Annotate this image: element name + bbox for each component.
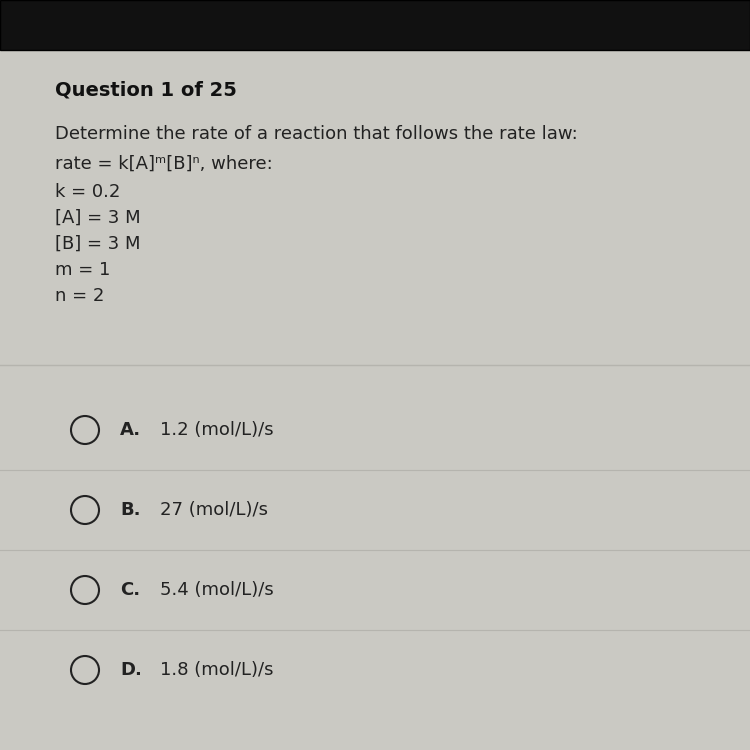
- Text: 27 (mol/L)/s: 27 (mol/L)/s: [160, 501, 268, 519]
- FancyBboxPatch shape: [0, 0, 750, 50]
- Text: B.: B.: [120, 501, 140, 519]
- Text: rate = k[A]ᵐ[B]ⁿ, where:: rate = k[A]ᵐ[B]ⁿ, where:: [55, 155, 273, 173]
- Text: m = 1: m = 1: [55, 261, 110, 279]
- Text: [A] = 3 M: [A] = 3 M: [55, 209, 141, 227]
- Text: D.: D.: [120, 661, 142, 679]
- Text: A.: A.: [120, 421, 141, 439]
- Text: Question 1 of 25: Question 1 of 25: [55, 80, 237, 99]
- Text: 1.2 (mol/L)/s: 1.2 (mol/L)/s: [160, 421, 274, 439]
- Text: [B] = 3 M: [B] = 3 M: [55, 235, 140, 253]
- Text: C.: C.: [120, 581, 140, 599]
- Text: k = 0.2: k = 0.2: [55, 183, 120, 201]
- Text: Determine the rate of a reaction that follows the rate law:: Determine the rate of a reaction that fo…: [55, 125, 578, 143]
- Text: 1.8 (mol/L)/s: 1.8 (mol/L)/s: [160, 661, 274, 679]
- Text: 5.4 (mol/L)/s: 5.4 (mol/L)/s: [160, 581, 274, 599]
- Text: n = 2: n = 2: [55, 287, 104, 305]
